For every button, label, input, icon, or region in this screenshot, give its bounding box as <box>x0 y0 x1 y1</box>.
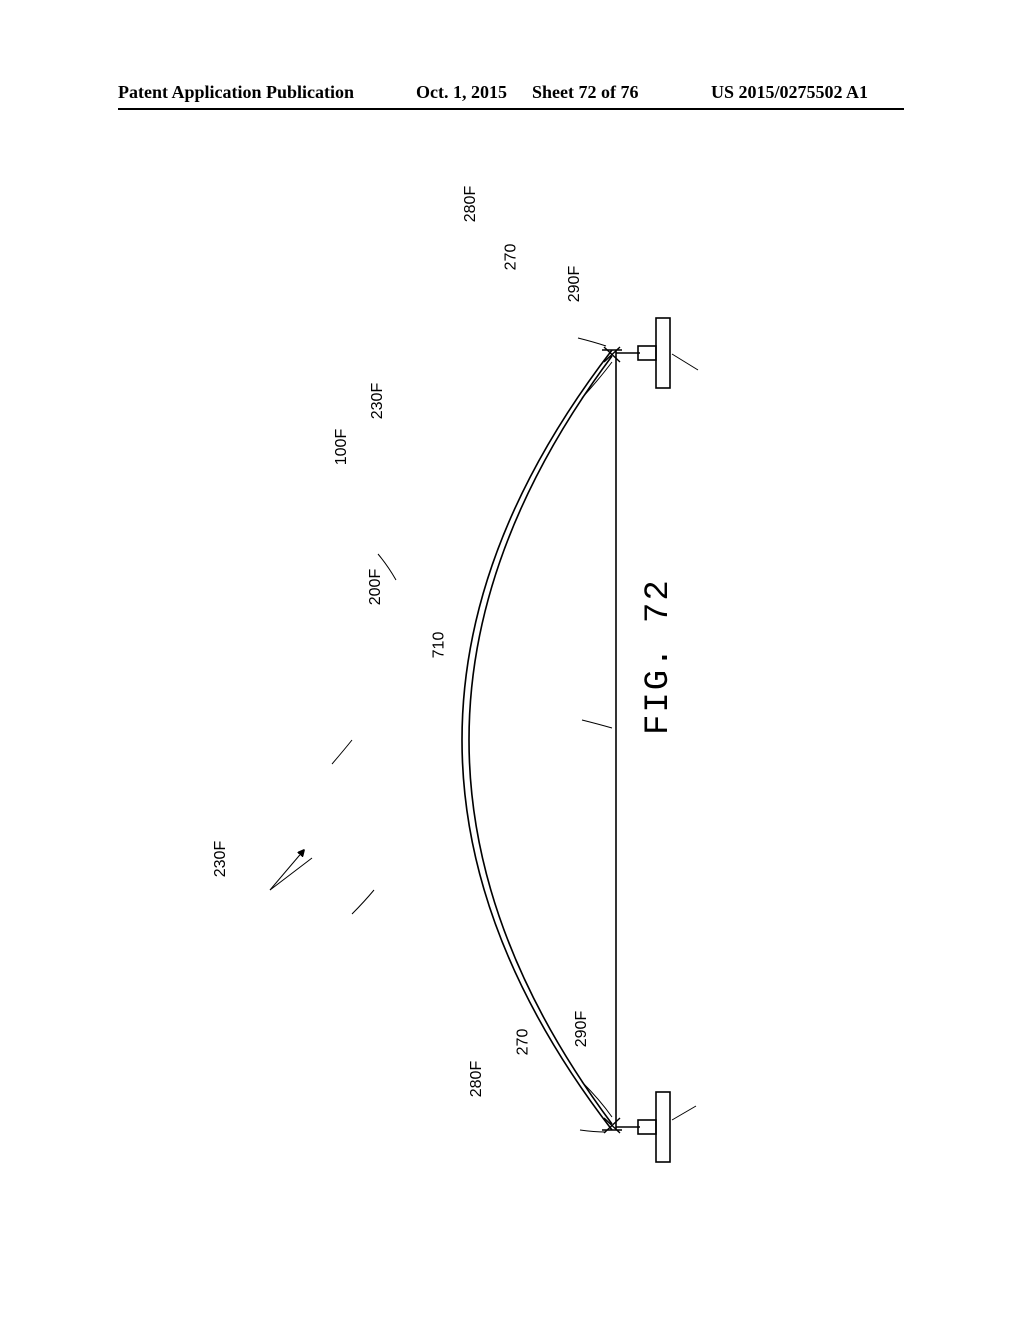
ref-280f-left: 280F <box>468 1061 486 1097</box>
figure-72: 100F 200F 230F 230F 280F 280F 270 270 29… <box>0 0 1024 1320</box>
patent-page: Patent Application Publication Oct. 1, 2… <box>0 0 1024 1320</box>
ref-200f: 200F <box>367 569 385 605</box>
ref-290f-right: 290F <box>566 266 584 302</box>
ref-280f-right: 280F <box>462 186 480 222</box>
figure-caption: FIG. 72 <box>640 578 678 735</box>
ref-230f-a: 230F <box>369 383 387 419</box>
footing-right <box>638 318 670 388</box>
ref-270-right: 270 <box>502 244 520 271</box>
arch-inner <box>469 356 612 1124</box>
figure-svg <box>282 290 742 1190</box>
ref-100f: 100F <box>333 429 351 465</box>
ref-710: 710 <box>430 632 448 659</box>
footing-left <box>638 1092 670 1162</box>
ref-230f-b: 230F <box>212 841 230 877</box>
ref-290f-left: 290F <box>573 1011 591 1047</box>
ref-270-left: 270 <box>514 1029 532 1056</box>
